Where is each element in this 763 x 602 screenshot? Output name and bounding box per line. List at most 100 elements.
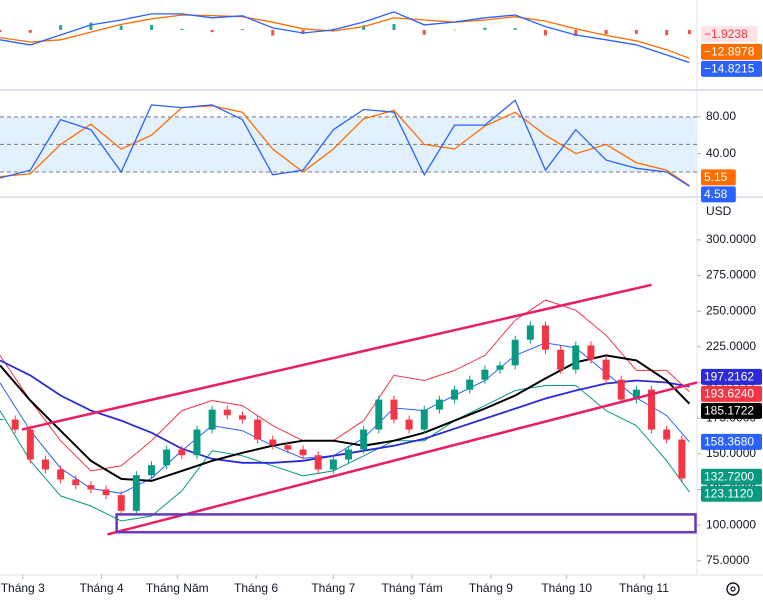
candle <box>208 409 216 430</box>
y-tick-label: 80.00 <box>706 109 736 123</box>
histogram-bar <box>0 29 2 33</box>
x-tick-label: Tháng 7 <box>311 581 355 595</box>
x-tick-label: Tháng 10 <box>541 581 592 595</box>
histogram-bar <box>574 29 578 37</box>
histogram-bar <box>483 27 487 30</box>
indicator-line <box>0 105 690 187</box>
candle <box>163 449 171 466</box>
histogram-bar <box>89 22 93 30</box>
y-tick-label: 75.0000 <box>706 553 750 567</box>
candle <box>102 489 110 496</box>
settings-icon[interactable] <box>726 582 740 596</box>
x-tick-label: Tháng Tám <box>382 581 443 595</box>
candle <box>117 495 125 511</box>
candle <box>420 409 428 430</box>
candle <box>26 429 34 460</box>
candle <box>254 419 262 440</box>
price-flag <box>701 402 762 419</box>
histogram-bar <box>150 24 154 30</box>
y-tick-label: 300.0000 <box>706 232 756 246</box>
candle <box>284 445 292 450</box>
settings-center[interactable] <box>730 586 736 592</box>
candle <box>223 409 231 416</box>
price-flag-label: −14.8215 <box>704 62 755 76</box>
price-flag-label: 193.6240 <box>704 387 754 401</box>
candle <box>0 419 4 421</box>
candle <box>632 389 640 400</box>
price-flag <box>701 368 762 385</box>
histogram-bar <box>513 28 517 30</box>
level-band <box>0 116 697 173</box>
price-flag-label: −12.8978 <box>704 45 755 59</box>
price-flag-label: −1.9238 <box>704 27 748 41</box>
x-tick-label: Tháng 11 <box>619 581 669 595</box>
pane <box>0 99 697 187</box>
x-tick-label: Tháng 4 <box>79 581 123 595</box>
candle <box>435 399 443 410</box>
y-tick-label: 275.0000 <box>706 268 756 282</box>
candle <box>360 429 368 450</box>
candle <box>648 389 656 430</box>
candle <box>678 439 686 479</box>
candle <box>11 419 19 430</box>
price-flag <box>701 485 762 502</box>
histogram-bar <box>240 29 244 30</box>
candle <box>375 399 383 430</box>
candle <box>541 325 549 350</box>
y-tick-label: 100.0000 <box>706 517 756 531</box>
histogram-bar <box>180 28 184 30</box>
histogram-bar <box>665 29 669 36</box>
candle <box>57 469 65 480</box>
trendline <box>21 283 652 431</box>
x-tick-label: Tháng 3 <box>1 581 45 595</box>
candle <box>269 439 277 446</box>
price-flag-label: 5.15 <box>704 170 728 184</box>
price-flag-label: 4.58 <box>704 187 728 201</box>
price-flag <box>701 43 762 60</box>
candle <box>72 479 80 486</box>
candle <box>526 325 534 340</box>
price-flag <box>701 26 758 43</box>
currency-label: USD <box>706 204 732 218</box>
price-flag-label: 197.2162 <box>704 370 754 384</box>
candle <box>41 459 49 470</box>
candle <box>329 459 337 470</box>
candle <box>314 455 322 470</box>
x-tick-label: Tháng 9 <box>469 581 513 595</box>
x-tick-label: Tháng 6 <box>234 581 278 595</box>
price-flag <box>701 385 762 402</box>
indicator-line <box>0 99 690 187</box>
y-tick-label: 225.0000 <box>706 339 756 353</box>
candle <box>617 379 625 400</box>
histogram-bar <box>422 29 426 35</box>
histogram-bar <box>28 29 32 33</box>
candle <box>663 429 671 440</box>
histogram-bar <box>362 25 366 30</box>
histogram-bar <box>543 29 547 36</box>
candle <box>405 419 413 430</box>
indicator-line <box>0 299 690 472</box>
candle <box>587 345 595 360</box>
y-tick-label: 250.0000 <box>706 303 756 317</box>
settings-gear[interactable] <box>726 582 740 596</box>
price-flag <box>701 60 762 77</box>
y-tick-label: 40.00 <box>706 146 736 160</box>
candle <box>132 475 140 511</box>
indicator-line <box>0 11 690 64</box>
candle <box>193 429 201 456</box>
histogram-bar <box>271 29 275 36</box>
price-flag-label: 123.1120 <box>704 486 753 500</box>
price-flag-label: 132.7200 <box>704 469 754 483</box>
candle <box>481 369 489 380</box>
x-tick-label: Tháng Năm <box>146 581 209 595</box>
histogram-bar <box>392 23 396 30</box>
histogram-bar <box>453 29 457 31</box>
histogram-bar <box>119 25 123 30</box>
histogram-bar <box>687 29 691 35</box>
candle <box>299 449 307 456</box>
indicator-line <box>0 354 691 482</box>
histogram-bar <box>301 29 305 35</box>
candle <box>345 449 352 460</box>
